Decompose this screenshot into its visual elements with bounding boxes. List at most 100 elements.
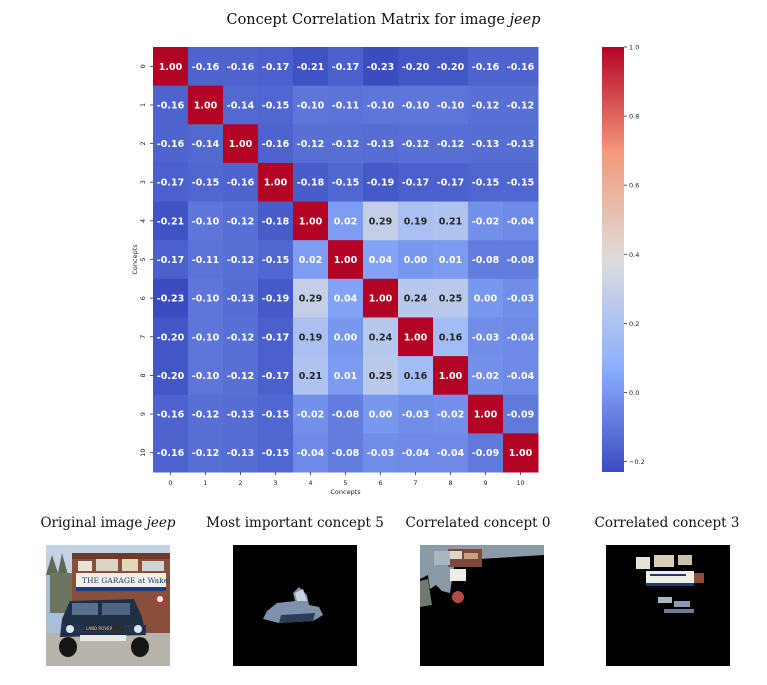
cell-value-label: 0.00 (474, 294, 498, 305)
heatmap-cell (363, 162, 399, 203)
cell-value-label: -0.04 (297, 448, 325, 459)
heatmap-cell (188, 394, 224, 434)
cell-value-label: -0.10 (192, 371, 220, 382)
cell-value-label: -0.16 (192, 62, 220, 73)
y-tick-label: 9 (139, 412, 147, 416)
heatmap-cell (223, 433, 259, 473)
x-tick-label: 9 (483, 479, 487, 487)
cell-value-label: -0.16 (262, 139, 290, 150)
heatmap-cell (188, 240, 224, 280)
concept-3-mask (606, 545, 730, 666)
heatmap-cell (433, 433, 469, 473)
cell-value-label: -0.16 (507, 62, 535, 73)
heatmap-cell (293, 317, 329, 357)
x-tick-label: 1 (203, 479, 207, 487)
y-tick-label: 10 (139, 449, 147, 457)
heatmap-cell (153, 201, 189, 241)
cell-value-label: 0.01 (439, 255, 462, 266)
heatmap-cell (433, 317, 469, 357)
heatmap-cell (433, 162, 469, 203)
cell-value-label: -0.13 (507, 139, 534, 150)
cell-value-label: -0.13 (472, 139, 499, 150)
cell-value-label: -0.10 (192, 216, 220, 227)
heatmap-cell (258, 162, 294, 203)
cell-value-label: -0.10 (192, 332, 220, 343)
cell-value-label: -0.04 (437, 448, 465, 459)
heatmap-cell (398, 85, 434, 125)
x-axis-label: Concepts (330, 488, 361, 496)
cell-value-label: -0.03 (367, 448, 394, 459)
x-tick-label: 7 (413, 479, 417, 487)
heatmap-cell (293, 278, 329, 318)
cell-value-label: -0.10 (437, 100, 465, 111)
heatmap-cell (153, 47, 189, 87)
cell-value-label: -0.12 (227, 332, 254, 343)
heatmap-cell (433, 124, 469, 164)
cell-value-label: -0.08 (332, 410, 360, 421)
caption-important-concept: Most important concept 5 (206, 515, 384, 531)
colorbar-tick-label: 0.2 (629, 320, 639, 328)
cell-value-label: 1.00 (334, 255, 358, 266)
cell-value-label: 0.00 (404, 255, 428, 266)
heatmap-cell (293, 201, 329, 241)
cell-value-label: -0.18 (262, 216, 290, 227)
heatmap-cell (468, 356, 504, 396)
heatmap-cell (258, 85, 294, 125)
heatmap-cell (398, 356, 434, 396)
cell-value-label: 0.19 (404, 216, 427, 227)
heatmap-cell (258, 433, 294, 473)
cell-value-label: -0.20 (402, 62, 430, 73)
heatmap-cell (398, 394, 434, 434)
heatmap-cell (328, 201, 364, 241)
heatmap-cell (293, 162, 329, 203)
y-tick-label: 7 (139, 335, 147, 339)
cell-value-label: -0.16 (157, 100, 185, 111)
cell-value-label: -0.03 (402, 410, 429, 421)
heatmap-cell (328, 356, 364, 396)
heatmap-cell (398, 162, 434, 203)
banner-text: THE GARAGE at Wakeley (82, 576, 170, 585)
heatmap-cell (188, 317, 224, 357)
cell-value-label: -0.09 (472, 448, 499, 459)
cell-value-label: -0.16 (472, 62, 500, 73)
cell-value-label: -0.04 (507, 216, 535, 227)
heatmap-cell (503, 124, 539, 164)
cell-value-label: 0.16 (404, 371, 428, 382)
cell-value-label: -0.16 (227, 178, 255, 189)
heatmap-cell (188, 433, 224, 473)
heatmap-cell (363, 47, 399, 87)
heatmap-cell (223, 356, 259, 396)
heatmap-cell (468, 47, 504, 87)
heatmap-cell (433, 394, 469, 434)
heatmap-cell (328, 124, 364, 164)
colorbar-tick-label: 0.8 (629, 113, 639, 121)
heatmap-cell (293, 47, 329, 87)
cell-value-label: -0.12 (227, 371, 254, 382)
original-image: THE GARAGE at Wakeley LAND ROVER (46, 545, 170, 666)
cell-value-label: 0.02 (299, 255, 322, 266)
heatmap-cell (503, 240, 539, 280)
heatmap-cell (153, 278, 189, 318)
cell-value-label: -0.15 (192, 178, 219, 189)
heatmap-cell (398, 124, 434, 164)
heatmap-cell (503, 356, 539, 396)
heatmap-cell (223, 278, 259, 318)
cell-value-label: -0.15 (262, 448, 289, 459)
heatmap-cell (328, 278, 364, 318)
heatmap-cell (258, 47, 294, 87)
heatmap-cell (223, 201, 259, 241)
cell-value-label: -0.13 (367, 139, 394, 150)
concept-5-mask (233, 545, 357, 666)
heatmap-cell (363, 317, 399, 357)
cell-value-label: -0.23 (157, 294, 184, 305)
cell-value-label: -0.17 (262, 62, 289, 73)
plate-text: LAND ROVER (86, 626, 113, 631)
heatmap-cell (223, 240, 259, 280)
cell-value-label: -0.03 (507, 294, 534, 305)
x-tick-label: 0 (168, 479, 172, 487)
x-tick-label: 8 (448, 479, 452, 487)
heatmap-cell (433, 240, 469, 280)
cell-value-label: -0.04 (507, 371, 535, 382)
heatmap-cell (328, 85, 364, 125)
cell-value-label: 0.00 (334, 332, 358, 343)
